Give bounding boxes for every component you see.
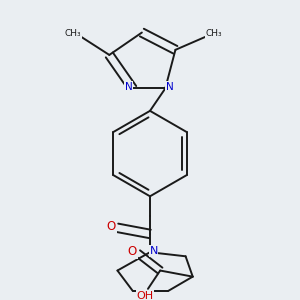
Text: O: O (107, 220, 116, 233)
Text: N: N (124, 82, 132, 92)
Text: OH: OH (136, 291, 154, 300)
Text: CH₃: CH₃ (64, 29, 81, 38)
Text: CH₃: CH₃ (206, 29, 222, 38)
Text: O: O (128, 245, 137, 258)
Text: N: N (166, 82, 173, 92)
Text: N: N (149, 246, 158, 256)
